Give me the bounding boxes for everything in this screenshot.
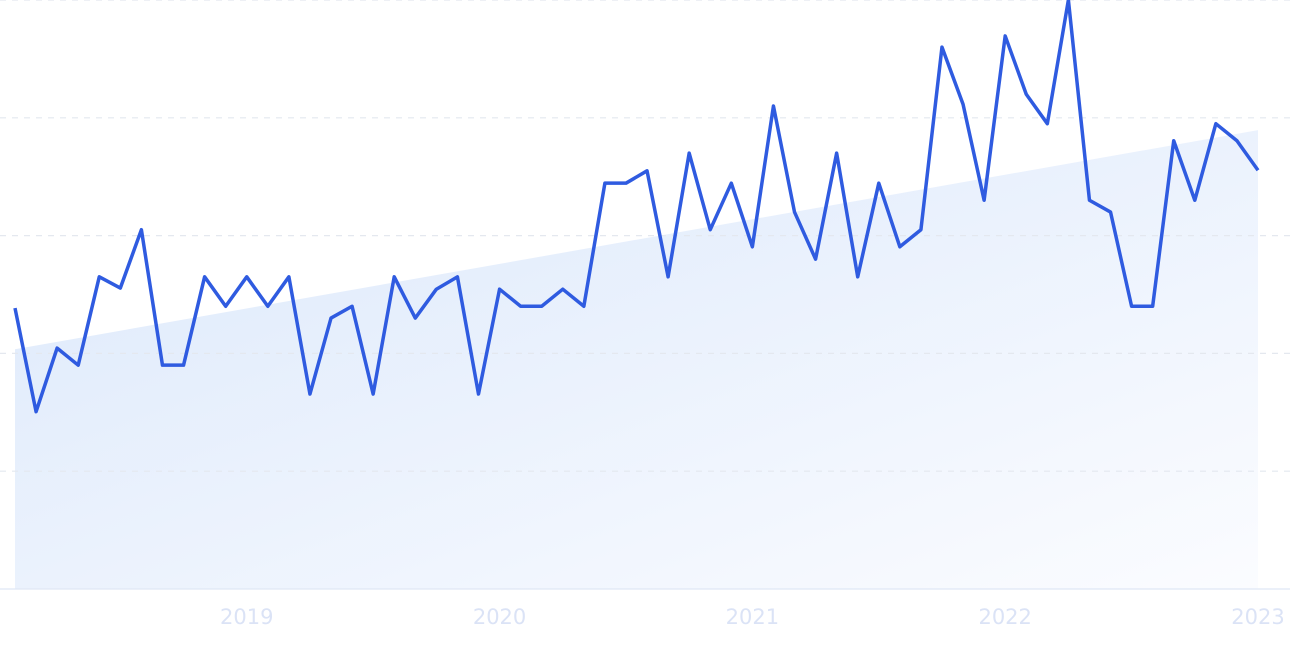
- trend-area: [15, 130, 1258, 589]
- x-tick-label: 2019: [220, 605, 273, 629]
- x-tick-label: 2021: [726, 605, 779, 629]
- x-tick-label: 2022: [978, 605, 1031, 629]
- x-tick-label: 2023: [1231, 605, 1284, 629]
- data-line: [13, 0, 1260, 414]
- x-tick-label: 2020: [473, 605, 526, 629]
